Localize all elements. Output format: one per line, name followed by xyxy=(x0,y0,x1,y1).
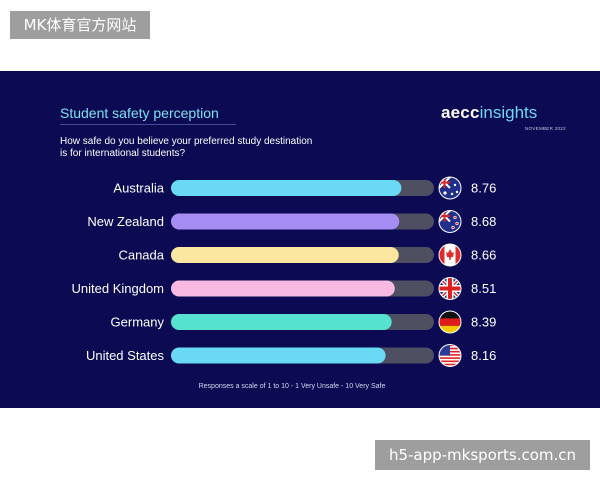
value-label: 8.16 xyxy=(471,348,496,363)
value-label: 8.68 xyxy=(471,214,496,229)
category-label: Canada xyxy=(118,248,164,263)
watermark-bottom: h5-app-mksports.com.cn xyxy=(375,440,590,470)
canada-flag-icon xyxy=(439,244,461,266)
value-label: 8.51 xyxy=(471,281,496,296)
category-label: United States xyxy=(86,348,165,363)
united-states-flag-icon xyxy=(439,344,461,367)
chart-subtitle: How safe do you believe your preferred s… xyxy=(60,136,313,159)
chart-panel: Student safety perception How safe do yo… xyxy=(0,71,600,408)
bar xyxy=(171,314,392,330)
value-label: 8.66 xyxy=(471,248,496,263)
value-label: 8.76 xyxy=(471,181,496,196)
bar xyxy=(171,347,386,364)
category-label: Australia xyxy=(113,181,164,196)
germany-flag-icon xyxy=(439,311,461,333)
flag-border xyxy=(438,210,462,233)
flag-border xyxy=(438,310,462,334)
brand-name-bold: aecc xyxy=(441,103,480,122)
value-label: 8.39 xyxy=(471,315,496,330)
bar xyxy=(171,247,399,263)
brand-date: NOVEMBER 2022 xyxy=(525,126,566,131)
brand-name-light: insights xyxy=(479,103,538,122)
united-kingdom-flag-icon xyxy=(439,277,461,300)
title-underline xyxy=(60,124,236,125)
category-label: Germany xyxy=(111,315,165,330)
flag-border xyxy=(438,344,462,367)
flag-border xyxy=(438,277,462,300)
bar-chart: Australia 8.76 New Zealand 8.68 Canada 8.66 Un… xyxy=(72,176,496,367)
category-label: New Zealand xyxy=(87,214,164,229)
bar xyxy=(171,213,400,230)
watermark-top: MK体育官方网站 xyxy=(10,11,150,39)
bar xyxy=(171,180,402,196)
scale-note: Responses a scale of 1 to 10 - 1 Very Un… xyxy=(198,383,386,390)
flag-border xyxy=(438,176,462,200)
brand-logo: aeccinsights xyxy=(441,103,567,127)
flag-border xyxy=(438,243,462,267)
chart-title: Student safety perception xyxy=(60,105,219,121)
bar xyxy=(171,280,395,297)
category-label: United Kingdom xyxy=(72,281,165,296)
